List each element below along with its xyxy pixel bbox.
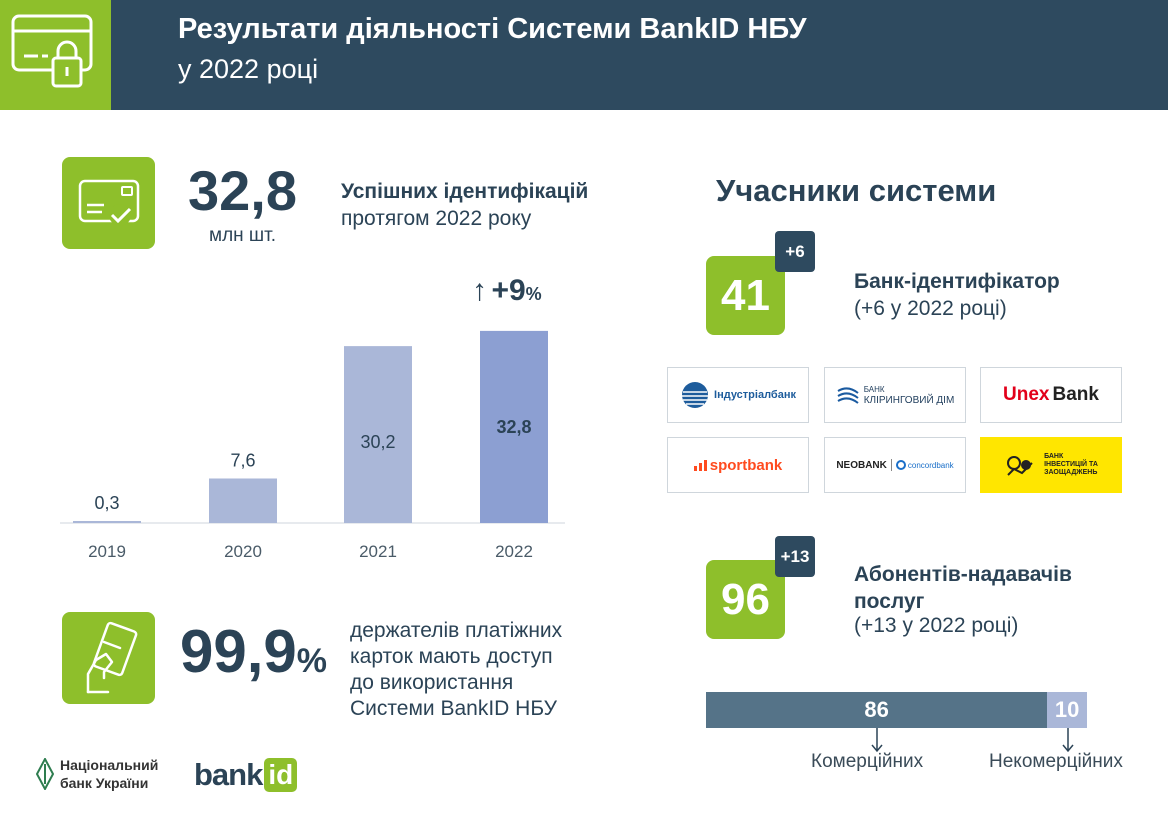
growth-value: +9	[491, 274, 526, 307]
split-commercial-value: 86	[864, 697, 889, 722]
identifications-label-bold: Успішних ідентифікацій	[341, 180, 589, 203]
bar-value-label-2021: 30,2	[360, 432, 395, 452]
members-title: Учасники системи	[716, 173, 997, 208]
providers-label-line: Абонентів-надавачів	[854, 563, 1072, 586]
nbu-logo	[35, 756, 55, 795]
cardholders-description: держателів платіжних карток мають доступ…	[350, 618, 562, 722]
identifier-badge: +6	[775, 231, 815, 272]
header-card-lock-icon-box	[0, 0, 111, 110]
concordbank-circle-icon	[895, 460, 906, 470]
page-title: Результати діяльності Системи BankID НБУ	[178, 13, 807, 45]
industrialbank-name: Індустріалбанк	[714, 389, 796, 401]
cardholders-value-wrap: 99,9%	[180, 618, 327, 695]
nbu-name-line: Національний	[60, 757, 159, 773]
clearing-house-name-line: КЛІРИНГОВИЙ ДІМ	[863, 395, 955, 406]
identifications-value: 32,8	[188, 159, 297, 222]
providers-note: (+13 у 2022 році)	[854, 614, 1019, 637]
split-noncommercial-label: Некомерційних	[989, 751, 1123, 772]
unex-part2: Bank	[1052, 384, 1099, 405]
cardholders-value: 99,9	[180, 618, 297, 685]
split-noncommercial-value: 10	[1054, 697, 1080, 722]
bankid-logo-id: id	[264, 758, 298, 792]
providers-label: Абонентів-надавачів послуг	[854, 561, 1072, 615]
bar-2022	[480, 330, 548, 523]
cardholders-line: Системи BankID НБУ	[350, 697, 557, 720]
logo-sportbank: sportbank	[667, 437, 809, 493]
x-tick-2019: 2019	[88, 542, 126, 561]
header-bar	[111, 0, 1168, 110]
bar-value-label-2022: 32,8	[496, 417, 531, 437]
bar-value-label-2019: 0,3	[94, 493, 119, 513]
bis-bank-name-line: ІНВЕСТИЦІЙ ТА	[1044, 461, 1098, 468]
growth-unit: %	[525, 284, 542, 304]
cardholders-unit: %	[296, 642, 328, 680]
clearing-house-wave-icon	[837, 387, 859, 404]
clearing-house-name-line: БАНК	[863, 385, 885, 394]
bar-2019	[73, 521, 141, 523]
providers-count-box: 96	[706, 560, 785, 639]
nbu-name: Національний банк України	[60, 756, 158, 792]
providers-split-bar: 86 10	[706, 692, 1087, 728]
split-noncommercial-segment: 10	[1047, 692, 1087, 728]
identifications-label: протягом 2022 року	[341, 207, 532, 230]
logo-neobank: NEOBANK concordbank	[824, 437, 966, 493]
unex-part1: Unex	[1003, 384, 1050, 405]
nbu-name-line: банк України	[60, 775, 149, 791]
logo-unex-bank: Unex Bank	[980, 367, 1122, 423]
growth-indicator: ↑ +9%	[472, 274, 542, 308]
sportbank-bars-icon	[693, 460, 707, 471]
bis-bank-figure-icon	[1007, 456, 1033, 476]
identifications-unit: млн шт.	[209, 225, 277, 246]
clearing-house-name: БАНК КЛІРИНГОВИЙ ДІМ	[864, 384, 955, 406]
x-tick-2022: 2022	[495, 542, 533, 561]
bis-bank-name-line: ЗАОЩАДЖЕНЬ	[1044, 469, 1098, 476]
concordbank-name: concordbank	[907, 460, 954, 470]
identifications-bar-chart: 0,3 2019 7,6 2020 30,2 2021 32,8 2022	[60, 330, 565, 561]
cardholders-line: карток мають доступ	[350, 645, 553, 668]
sportbank-name: sportbank	[709, 456, 783, 474]
arrow-up-icon: ↑	[472, 274, 487, 307]
x-tick-2020: 2020	[224, 542, 262, 561]
identifier-count-box: 41	[706, 256, 785, 335]
bis-bank-name-line: БАНК	[1044, 453, 1064, 460]
bankid-logo: bank id	[194, 757, 298, 793]
bar-2021	[344, 346, 412, 523]
identifier-note: (+6 у 2022 році)	[854, 297, 1007, 320]
hand-card-icon	[86, 621, 138, 694]
card-check-icon	[78, 179, 140, 226]
neobank-name: NEOBANK	[836, 459, 887, 471]
split-commercial-label: Комерційних	[811, 751, 924, 772]
logo-clearing-house: БАНК КЛІРИНГОВИЙ ДІМ	[824, 367, 966, 423]
bankid-logo-word: bank	[194, 757, 263, 792]
logo-bis-bank: БАНК ІНВЕСТИЦІЙ ТА ЗАОЩАДЖЕНЬ	[980, 437, 1122, 493]
x-tick-2021: 2021	[359, 542, 397, 561]
identifier-count: 41	[721, 270, 770, 320]
identifier-label: Банк-ідентифікатор	[854, 270, 1060, 293]
page-subtitle: у 2022 році	[178, 54, 319, 84]
card-lock-icon	[11, 14, 93, 88]
cardholders-line: до використання	[350, 671, 514, 694]
bis-bank-name: БАНК ІНВЕСТИЦІЙ ТА ЗАОЩАДЖЕНЬ	[1044, 453, 1098, 477]
providers-count: 96	[721, 574, 770, 624]
providers-label-line: послуг	[854, 590, 925, 613]
noncommercial-arrow-down-icon	[1062, 728, 1074, 753]
cardholders-icon-box	[62, 612, 155, 704]
split-commercial-segment: 86	[706, 692, 1048, 728]
neobank-divider	[890, 459, 892, 471]
cardholders-line: держателів платіжних	[350, 619, 563, 642]
providers-badge: +13	[775, 536, 815, 577]
bar-2020	[209, 478, 277, 523]
identification-icon-box	[62, 157, 155, 249]
nbu-emblem-icon	[35, 756, 55, 792]
industrialbank-globe-icon	[682, 382, 709, 408]
logo-industrialbank: Індустріалбанк	[667, 367, 809, 423]
bar-value-label-2020: 7,6	[230, 450, 255, 470]
commercial-arrow-down-icon	[871, 728, 883, 753]
